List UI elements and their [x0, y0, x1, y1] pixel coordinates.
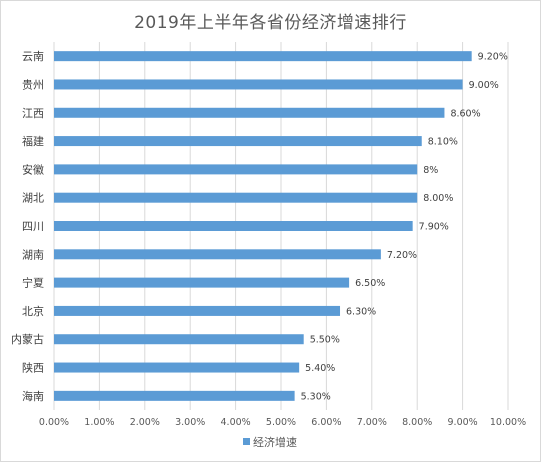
- data-label: 5.30%: [301, 391, 331, 402]
- x-tick-label: 9.00%: [448, 417, 478, 428]
- legend-label: 经济增速: [253, 435, 297, 449]
- data-label: 5.40%: [305, 363, 335, 374]
- bar: [54, 136, 422, 147]
- bar: [54, 192, 418, 203]
- bar: [54, 277, 350, 288]
- data-label: 9.20%: [478, 52, 508, 63]
- data-label: 5.50%: [310, 335, 340, 346]
- y-tick-label: 云南: [22, 50, 44, 63]
- bar: [54, 390, 295, 401]
- x-tick-label: 7.00%: [357, 417, 387, 428]
- data-label: 8.00%: [423, 193, 453, 204]
- y-tick-label: 湖北: [22, 192, 44, 205]
- x-tick-label: 3.00%: [175, 417, 205, 428]
- y-tick-label: 安徽: [22, 162, 44, 176]
- y-tick-label: 四川: [22, 220, 44, 233]
- bar: [54, 164, 418, 175]
- y-tick-label: 陕西: [22, 361, 44, 375]
- data-label: 8.60%: [450, 108, 480, 119]
- data-label: 6.50%: [355, 278, 385, 289]
- x-tick-label: 0.00%: [39, 417, 69, 428]
- y-tick-label: 北京: [22, 304, 44, 318]
- y-tick-label: 江西: [22, 107, 44, 120]
- data-label: 6.30%: [346, 306, 376, 317]
- bars: [54, 51, 472, 401]
- x-axis-ticks: 0.00% 1.00% 2.00% 3.00% 4.00% 5.00% 6.00% 7.00%…: [39, 417, 526, 428]
- y-tick-label: 贵州: [22, 78, 44, 91]
- bar: [54, 305, 341, 316]
- y-tick-label: 福建: [22, 134, 44, 148]
- x-tick-label: 1.00%: [84, 417, 114, 428]
- legend: 经济增速: [243, 435, 297, 449]
- x-tick-label: 4.00%: [221, 417, 251, 428]
- bar: [54, 107, 445, 118]
- x-tick-label: 6.00%: [311, 417, 341, 428]
- legend-swatch: [243, 438, 250, 445]
- bar: [54, 79, 463, 90]
- data-label: 7.90%: [419, 222, 449, 233]
- data-label: 8.10%: [428, 137, 458, 148]
- data-labels: 9.20% 9.00% 8.60% 8.10% 8% 8.00% 7.90% 7.20% 6.5…: [301, 52, 508, 403]
- data-label: 7.20%: [387, 250, 417, 261]
- bar: [54, 51, 472, 62]
- bar: [54, 249, 381, 260]
- y-tick-label: 海南: [22, 389, 44, 403]
- bar: [54, 362, 300, 373]
- bar: [54, 334, 304, 345]
- chart-title: 2019年上半年各省份经济增速排行: [134, 13, 407, 33]
- y-tick-label: 内蒙古: [11, 332, 44, 346]
- y-tick-label: 宁夏: [22, 276, 44, 290]
- x-tick-label: 2.00%: [130, 417, 160, 428]
- x-tick-label: 8.00%: [402, 417, 432, 428]
- y-tick-label: 湖南: [22, 248, 44, 261]
- data-label: 9.00%: [469, 80, 499, 91]
- x-tick-label: 5.00%: [266, 417, 296, 428]
- data-label: 8%: [423, 165, 438, 176]
- bar: [54, 221, 413, 231]
- x-tick-label: 10.00%: [490, 417, 526, 428]
